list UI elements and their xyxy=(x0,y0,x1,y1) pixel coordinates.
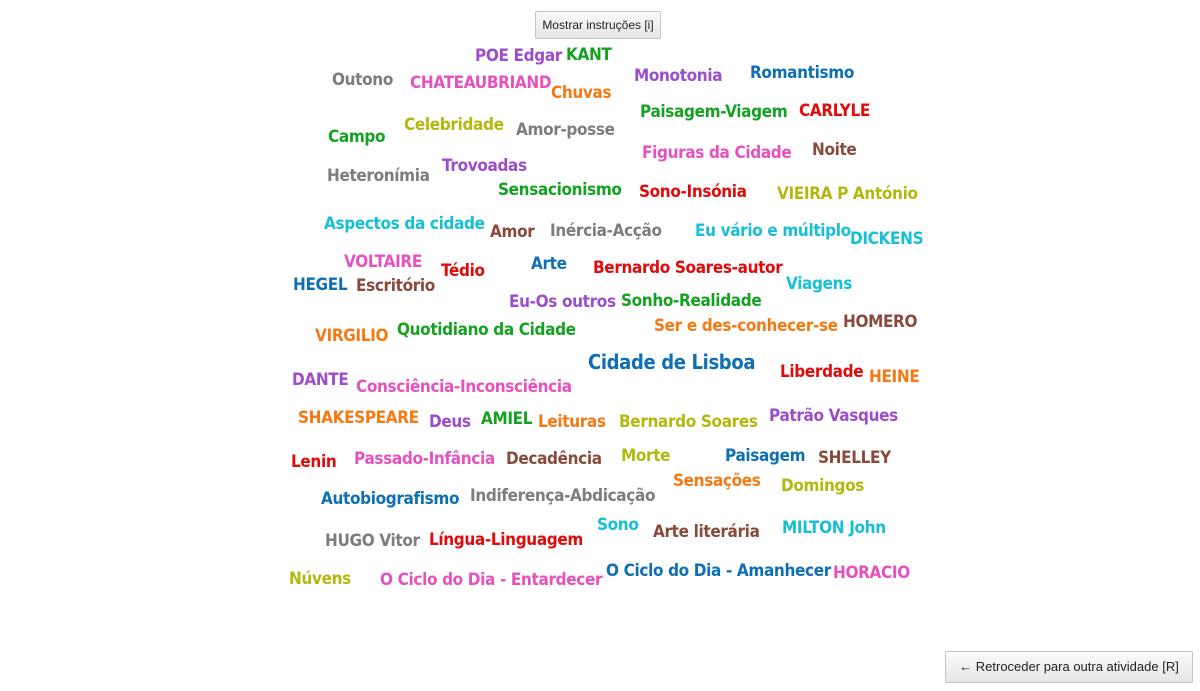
word-cloud-item[interactable]: Domingos xyxy=(781,476,864,496)
word-cloud-item[interactable]: CARLYLE xyxy=(799,101,870,121)
back-to-activity-button[interactable]: ← Retroceder para outra atividade [R] xyxy=(945,651,1193,683)
word-cloud-item[interactable]: VIEIRA P António xyxy=(777,184,918,204)
word-cloud-item[interactable]: AMIEL xyxy=(481,409,533,429)
word-cloud-item[interactable]: Autobiografismo xyxy=(321,489,460,509)
word-cloud-item[interactable]: O Ciclo do Dia - Entardecer xyxy=(380,570,603,590)
word-cloud-item[interactable]: Arte literária xyxy=(653,522,760,542)
word-cloud-item[interactable]: Aspectos da cidade xyxy=(324,214,485,234)
word-cloud-item[interactable]: Lenin xyxy=(291,452,337,472)
word-cloud-item[interactable]: Quotidiano da Cidade xyxy=(397,320,576,340)
word-cloud-item[interactable]: KANT xyxy=(566,45,612,65)
word-cloud-item[interactable]: HOMERO xyxy=(843,312,918,332)
word-cloud-item[interactable]: Inércia-Acção xyxy=(550,221,662,241)
word-cloud-item[interactable]: VIRGILIO xyxy=(315,326,389,346)
word-cloud-item[interactable]: Passado-Infância xyxy=(354,449,495,469)
word-cloud-item[interactable]: Paisagem-Viagem xyxy=(640,102,788,122)
word-cloud-item[interactable]: Amor-posse xyxy=(516,120,615,140)
word-cloud-item[interactable]: Cidade de Lisboa xyxy=(588,350,756,374)
word-cloud-item[interactable]: Deus xyxy=(429,412,471,432)
word-cloud-item[interactable]: Núvens xyxy=(289,569,351,589)
word-cloud-item[interactable]: Sono xyxy=(597,515,639,535)
word-cloud-item[interactable]: DANTE xyxy=(292,370,349,390)
word-cloud-item[interactable]: POE Edgar xyxy=(475,46,562,66)
word-cloud-item[interactable]: VOLTAIRE xyxy=(344,252,422,272)
word-cloud-item[interactable]: Monotonia xyxy=(634,66,723,86)
word-cloud-item[interactable]: Tédio xyxy=(441,261,485,281)
word-cloud-item[interactable]: Paisagem xyxy=(725,446,806,466)
word-cloud-item[interactable]: Chuvas xyxy=(551,83,612,103)
word-cloud-item[interactable]: Outono xyxy=(332,70,393,90)
word-cloud-item[interactable]: HEGEL xyxy=(293,275,348,295)
word-cloud-item[interactable]: Bernardo Soares-autor xyxy=(593,258,783,278)
word-cloud-item[interactable]: Sensações xyxy=(673,471,761,491)
word-cloud-item[interactable]: SHAKESPEARE xyxy=(298,408,419,428)
word-cloud-item[interactable]: Decadência xyxy=(506,449,602,469)
word-cloud-item[interactable]: Celebridade xyxy=(404,115,504,135)
word-cloud-item[interactable]: Consciência-Inconsciência xyxy=(356,377,572,397)
word-cloud-item[interactable]: Sono-Insónia xyxy=(639,182,747,202)
word-cloud-item[interactable]: Noite xyxy=(812,140,857,160)
word-cloud-item[interactable]: SHELLEY xyxy=(818,448,891,468)
word-cloud-item[interactable]: CHATEAUBRIAND xyxy=(410,73,552,93)
show-instructions-button[interactable]: Mostrar instruções [i] xyxy=(535,11,661,39)
word-cloud-item[interactable]: Figuras da Cidade xyxy=(642,143,792,163)
word-cloud-item[interactable]: HEINE xyxy=(869,367,920,387)
word-cloud-item[interactable]: Trovoadas xyxy=(442,156,527,176)
word-cloud-item[interactable]: MILTON John xyxy=(782,518,886,538)
word-cloud-item[interactable]: Heteronímia xyxy=(327,166,430,186)
word-cloud-item[interactable]: Sonho-Realidade xyxy=(621,291,762,311)
word-cloud-item[interactable]: Eu-Os outros xyxy=(509,292,616,312)
word-cloud-item[interactable]: Sensacionismo xyxy=(498,180,622,200)
word-cloud-item[interactable]: HORACIO xyxy=(833,563,910,583)
word-cloud-item[interactable]: Bernardo Soares xyxy=(619,412,758,432)
word-cloud-item[interactable]: Morte xyxy=(621,446,671,466)
word-cloud-item[interactable]: Leituras xyxy=(538,412,606,432)
word-cloud-item[interactable]: DICKENS xyxy=(850,229,924,249)
word-cloud-item[interactable]: Amor xyxy=(490,222,535,242)
word-cloud-item[interactable]: Indiferença-Abdicação xyxy=(470,486,656,506)
word-cloud-item[interactable]: Romantismo xyxy=(750,63,854,83)
word-cloud-item[interactable]: Eu vário e múltiplo xyxy=(695,221,851,241)
word-cloud-item[interactable]: Viagens xyxy=(786,274,852,294)
word-cloud-item[interactable]: HUGO Vitor xyxy=(325,531,420,551)
word-cloud-item[interactable]: Campo xyxy=(328,127,386,147)
word-cloud-item[interactable]: Patrão Vasques xyxy=(769,406,898,426)
word-cloud-item[interactable]: Língua-Linguagem xyxy=(429,530,583,550)
word-cloud-item[interactable]: O Ciclo do Dia - Amanhecer xyxy=(606,561,831,581)
word-cloud-item[interactable]: Escritório xyxy=(356,276,435,296)
word-cloud-item[interactable]: Liberdade xyxy=(780,362,864,382)
word-cloud-item[interactable]: Ser e des-conhecer-se xyxy=(654,316,838,336)
word-cloud-item[interactable]: Arte xyxy=(531,254,567,274)
